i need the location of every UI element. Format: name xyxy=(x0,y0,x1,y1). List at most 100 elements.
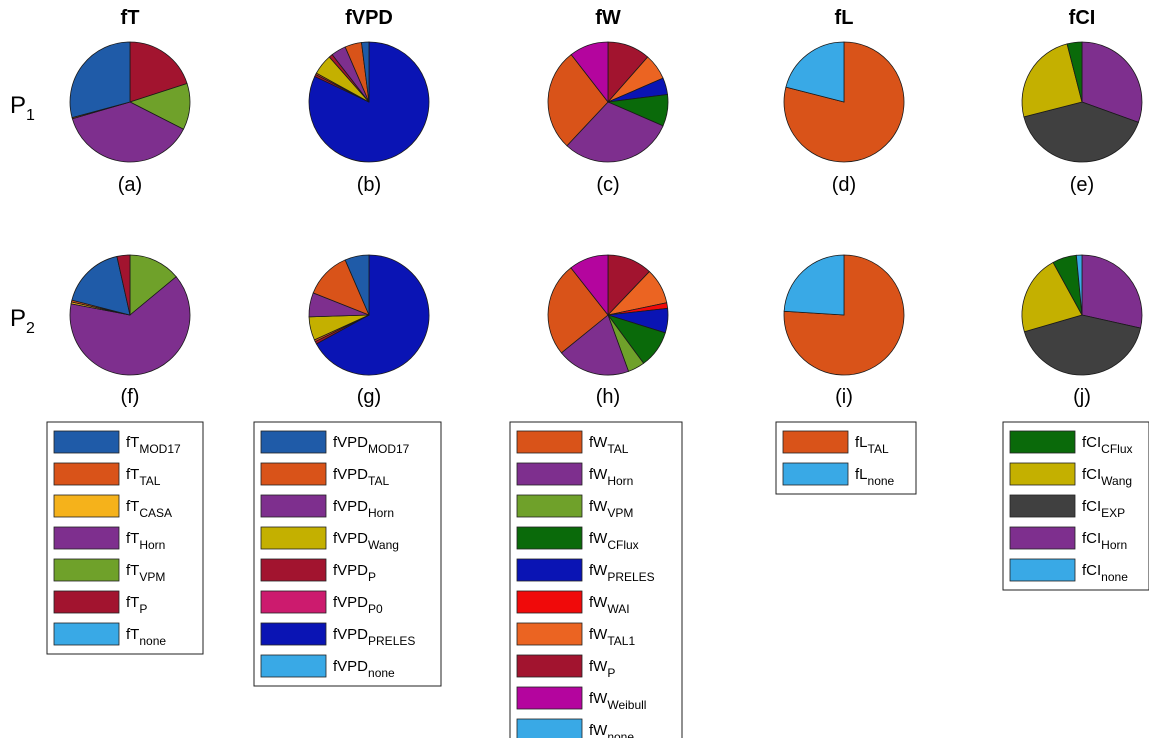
row-label-p2-main: P xyxy=(10,305,26,332)
pie-g: (g) xyxy=(308,254,430,408)
legend-entry-ft-casa: fTCASA xyxy=(53,494,172,520)
legend-label: fLTAL xyxy=(855,434,889,456)
legend-entry-fci-horn: fCIHorn xyxy=(1009,526,1127,552)
legend-ft: fTMOD17 fTTAL fTCASA fTHorn fTVPM fTP fTnone xyxy=(46,421,204,655)
legend-label: fVPDMOD17 xyxy=(333,434,410,456)
legend-entry-fvpd-p0: fVPDP0 xyxy=(260,590,383,616)
legend-entry-ft-vpm: fTVPM xyxy=(53,558,165,584)
legend-swatch xyxy=(53,590,120,614)
legend-entry-fw-p: fWP xyxy=(516,654,615,680)
legend-label: fWCFlux xyxy=(589,530,639,552)
pie-h: (h) xyxy=(547,254,669,408)
legend-swatch xyxy=(53,430,120,454)
legend-entry-fw-none: fWnone xyxy=(516,718,634,738)
legend-label: fWnone xyxy=(589,722,634,738)
legend-entry-fw-preles: fWPRELES xyxy=(516,558,655,584)
legend-swatch xyxy=(516,686,583,710)
legend-label: fTCASA xyxy=(126,498,172,520)
legend-swatch xyxy=(260,558,327,582)
legend-swatch xyxy=(260,590,327,614)
pie-slice-ft-p xyxy=(116,254,131,316)
legend-entry-fvpd-none: fVPDnone xyxy=(260,654,395,680)
pie-label: (c) xyxy=(596,174,619,196)
pie-slice-ft-mod17 xyxy=(69,41,131,119)
legend-label: fTHorn xyxy=(126,530,165,552)
legend-swatch xyxy=(260,462,327,486)
legend-label: fTTAL xyxy=(126,466,161,488)
legend-swatch xyxy=(516,430,583,454)
column-title-fW: fW xyxy=(595,7,621,29)
legend-label: fTP xyxy=(126,594,147,616)
pie-slice-fw-tal xyxy=(547,267,609,354)
pie-slice-fvpd-preles xyxy=(315,254,430,376)
legend-label: fVPDnone xyxy=(333,658,395,680)
pie-c: (c) xyxy=(547,41,669,196)
legend-swatch xyxy=(260,622,327,646)
legend-entry-fw-cflux: fWCFlux xyxy=(516,526,639,552)
legend-entry-ft-p: fTP xyxy=(53,590,147,616)
row-label-p1-main: P xyxy=(10,92,26,119)
column-titles: fT fVPD fW fL fCI xyxy=(121,7,1096,29)
legend-swatch xyxy=(1009,526,1076,550)
column-title-fCI: fCI xyxy=(1069,7,1096,29)
legend-entry-fci-exp: fCIEXP xyxy=(1009,494,1125,520)
legend-label: fWPRELES xyxy=(589,562,655,584)
row-label-p2-sub: 2 xyxy=(26,320,35,337)
legend-label: fVPDTAL xyxy=(333,466,389,488)
legend-entry-fvpd-horn: fVPDHorn xyxy=(260,494,394,520)
legend-swatch xyxy=(260,526,327,550)
legend-swatch xyxy=(516,558,583,582)
legend-label: fTnone xyxy=(126,626,166,648)
pie-slice-fw-weibull xyxy=(570,41,609,104)
legend-swatch xyxy=(53,462,120,486)
legend-entry-fw-wai: fWWAI xyxy=(516,590,630,616)
legend-swatch xyxy=(53,526,120,550)
pie-slice-fw-horn xyxy=(566,101,664,163)
pie-slice-ft-p xyxy=(129,41,188,103)
legend-fvpd: fVPDMOD17 fVPDTAL fVPDHorn fVPDWang fVPDP fVP… xyxy=(253,421,442,687)
legend-entry-fw-tal1: fWTAL1 xyxy=(516,622,635,648)
legend-entry-fci-wang: fCIWang xyxy=(1009,462,1132,488)
legend-entry-ft-horn: fTHorn xyxy=(53,526,165,552)
pie-slice-fw-weibull xyxy=(570,254,609,317)
pie-label: (f) xyxy=(121,386,140,408)
legend-entry-fl-none: fLnone xyxy=(782,462,895,488)
pie-label: (j) xyxy=(1073,386,1091,408)
pie-b: (b) xyxy=(308,41,430,196)
legend-label: fTMOD17 xyxy=(126,434,181,456)
pie-slice-fci-horn xyxy=(1081,254,1143,329)
legend-swatch xyxy=(1009,430,1076,454)
legend-fci: fCICFlux fCIWang fCIEXP fCIHorn fCInone xyxy=(1002,421,1149,591)
legend-entry-fvpd-preles: fVPDPRELES xyxy=(260,622,415,648)
legend-label: fVPDP0 xyxy=(333,594,383,616)
legend-label: fWP xyxy=(589,658,615,680)
legend-entry-fci-cflux: fCICFlux xyxy=(1009,430,1133,456)
legend-entry-fvpd-tal: fVPDTAL xyxy=(260,462,389,488)
legend-swatch xyxy=(516,622,583,646)
legend-label: fWHorn xyxy=(589,466,633,488)
column-title-fVPD: fVPD xyxy=(345,7,393,29)
pie-f: (f) xyxy=(69,254,191,408)
legend-label: fWVPM xyxy=(589,498,633,520)
pie-slice-fvpd-mod17 xyxy=(361,41,370,103)
legend-label: fVPDHorn xyxy=(333,498,394,520)
legend-swatch xyxy=(1009,558,1076,582)
pie-slice-fci-cflux xyxy=(1066,41,1083,103)
legend-swatch xyxy=(53,558,120,582)
legend-label: fCIWang xyxy=(1082,466,1132,488)
pie-slice-fw-horn xyxy=(560,314,630,376)
legend-swatch xyxy=(260,494,327,518)
legend-fw: fWTAL fWHorn fWVPM fWCFlux fWPRELES fWWAI fWTA… xyxy=(509,421,683,738)
pie-d: (d) xyxy=(783,41,905,196)
legend-swatch xyxy=(260,654,327,678)
legend-entry-fvpd-mod17: fVPDMOD17 xyxy=(260,430,410,456)
legend-label: fCIHorn xyxy=(1082,530,1127,552)
legend-label: fVPDPRELES xyxy=(333,626,415,648)
pie-slice-fw-tal xyxy=(547,54,609,147)
legend-label: fWTAL xyxy=(589,434,629,456)
legend-label: fCIEXP xyxy=(1082,498,1125,520)
pie-label: (i) xyxy=(835,386,853,408)
legend-entry-ft-tal: fTTAL xyxy=(53,462,161,488)
legend-swatch xyxy=(516,526,583,550)
